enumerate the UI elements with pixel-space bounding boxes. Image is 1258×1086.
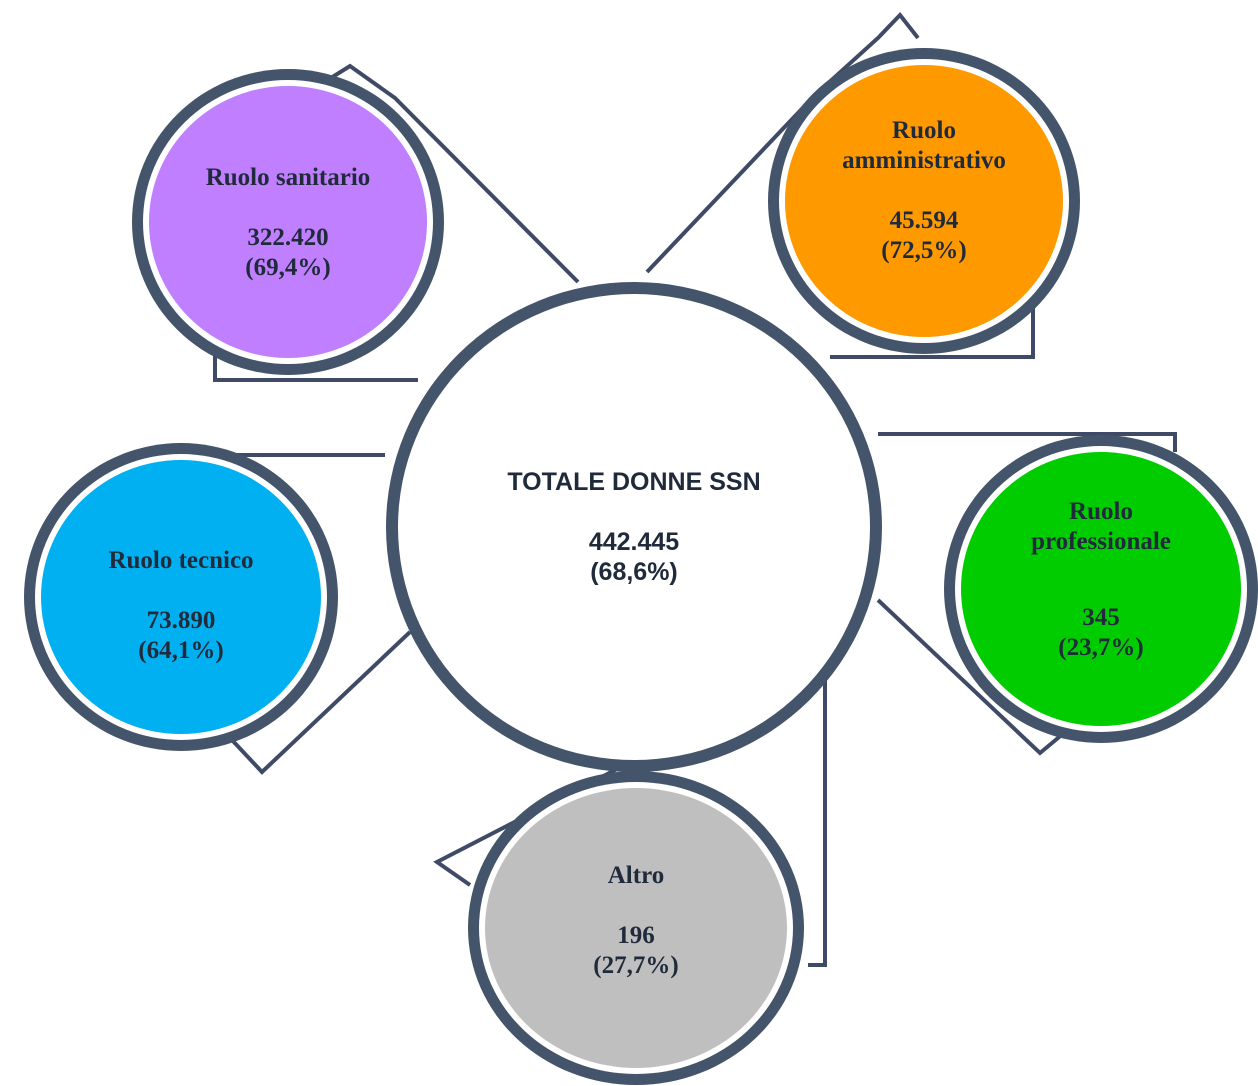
node-tecnico-shape: [24, 443, 338, 751]
node-professionale-title-2: professionale: [1031, 528, 1171, 555]
node-tecnico-pct: (64,1%): [138, 637, 224, 664]
connector-amministrativo-base: [830, 300, 1035, 359]
center-node-pct: (68,6%): [590, 558, 678, 586]
node-professionale-shape: [944, 435, 1258, 743]
node-sanitario-fill: [149, 86, 427, 358]
node-amministrativo-pct: (72,5%): [881, 237, 967, 264]
node-altro-fill: [485, 788, 787, 1068]
node-tecnico-value: 73.890: [146, 607, 216, 634]
node-professionale-label: Ruolo professionale 345 (23,7%): [976, 490, 1226, 670]
connector-altro-right: [808, 678, 827, 967]
node-altro-shape: [468, 771, 804, 1085]
node-altro-pct: (27,7%): [593, 952, 679, 979]
connector-tecnico-bottom: [230, 630, 412, 775]
center-node-fill: [402, 298, 866, 756]
node-amministrativo-title-2: amministrativo: [842, 147, 1006, 174]
node-professionale-pct: (23,7%): [1058, 634, 1144, 661]
node-tecnico-label: Ruolo tecnico 73.890 (64,1%): [56, 531, 306, 681]
node-sanitario-pct: (69,4%): [245, 254, 331, 281]
node-sanitario-value: 322.420: [247, 224, 329, 251]
node-amministrativo-value: 45.594: [889, 207, 959, 234]
node-sanitario-title: Ruolo sanitario: [205, 164, 371, 191]
node-sanitario-label: Ruolo sanitario 322.420 (69,4%): [163, 148, 413, 298]
node-professionale-value: 345: [1082, 604, 1120, 631]
node-tecnico-title: Ruolo tecnico: [108, 547, 254, 574]
node-tecnico-fill: [41, 460, 321, 734]
node-altro-value: 196: [617, 922, 655, 949]
node-amministrativo-label: Ruolo amministrativo 45.594 (72,5%): [799, 109, 1049, 273]
node-sanitario-shape: [132, 69, 444, 375]
center-node-value: 442.445: [588, 528, 680, 556]
center-node-label: TOTALE DONNE SSN 442.445 (68,6%): [434, 447, 834, 607]
node-amministrativo-fill: [785, 65, 1063, 337]
node-altro-title: Altro: [607, 862, 665, 889]
center-node-shape: [386, 282, 882, 772]
node-amministrativo-shape: [768, 48, 1080, 354]
connector-professionale-top: [878, 432, 1177, 452]
node-altro-label: Altro 196 (27,7%): [511, 846, 761, 996]
center-node-title: TOTALE DONNE SSN: [507, 468, 761, 496]
node-professionale-title-1: Ruolo: [1069, 498, 1133, 525]
node-amministrativo-title-1: Ruolo: [892, 117, 956, 144]
connector-amministrativo: [645, 11, 920, 274]
node-professionale-fill: [961, 452, 1241, 726]
